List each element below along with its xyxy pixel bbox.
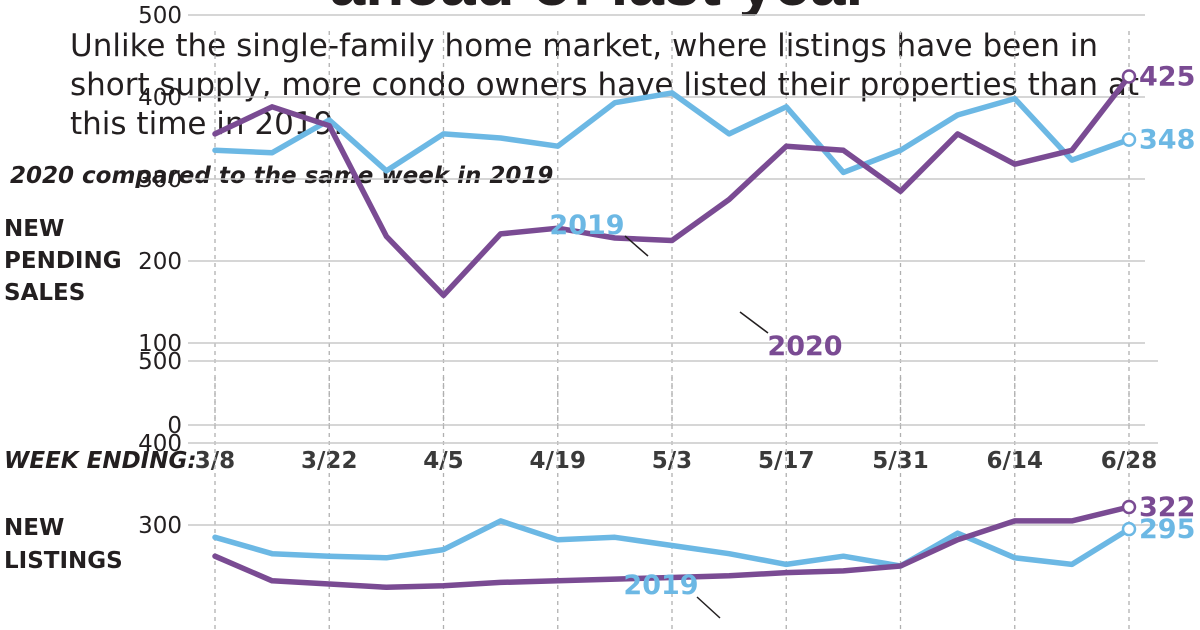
headline: ahead of last year — [0, 0, 1200, 16]
endpoint-marker-2019 — [1121, 132, 1137, 147]
endpoint-label-2020: 322 — [1139, 492, 1195, 523]
endpoint-label-2020: 425 — [1139, 62, 1195, 93]
chart-title-line: NEW — [4, 515, 64, 541]
series-callout-2019: 2019 — [549, 210, 624, 241]
y-tick-label: 300 — [138, 167, 182, 193]
y-tick-label: 100 — [138, 331, 182, 357]
callout-leader-line — [696, 596, 721, 619]
series-callout-2020: 2020 — [767, 331, 842, 362]
callout-leader-line — [624, 235, 649, 257]
y-tick-label: 400 — [138, 85, 182, 111]
y-tick-label: 0 — [167, 413, 182, 439]
y-tick-label: 500 — [138, 3, 182, 29]
series-line-2020 — [212, 73, 1132, 299]
callout-leader-line — [739, 311, 769, 334]
y-tick-label: 300 — [138, 513, 182, 539]
endpoint-marker-2019 — [1121, 521, 1137, 537]
chart-title-line: SALES — [4, 280, 85, 306]
intro-line-1: Unlike the single-family home market, wh… — [70, 28, 1099, 64]
series-line-2019 — [212, 518, 1132, 569]
endpoint-marker-2020 — [1121, 69, 1137, 84]
y-tick-label: 200 — [138, 249, 182, 275]
chart-title-line: NEW — [4, 216, 64, 242]
series-line-2020 — [212, 504, 1132, 591]
headline-clip: ahead of last year — [0, 0, 1200, 16]
chart-title-line: LISTINGS — [4, 548, 123, 574]
y-tick-label: 500 — [138, 349, 182, 375]
chart-subtitle: 2020 compared to the same week in 2019 — [10, 163, 554, 189]
y-tick-label: 400 — [138, 431, 182, 457]
chart-title-line: PENDING — [4, 248, 122, 274]
endpoint-label-2019: 348 — [1139, 125, 1195, 156]
series-line-2019 — [212, 90, 1132, 176]
endpoint-label-2019: 295 — [1139, 514, 1195, 545]
x-axis-label: WEEK ENDING: — [4, 448, 197, 474]
series-callout-2019: 2019 — [623, 570, 698, 601]
endpoint-marker-2020 — [1121, 499, 1137, 515]
